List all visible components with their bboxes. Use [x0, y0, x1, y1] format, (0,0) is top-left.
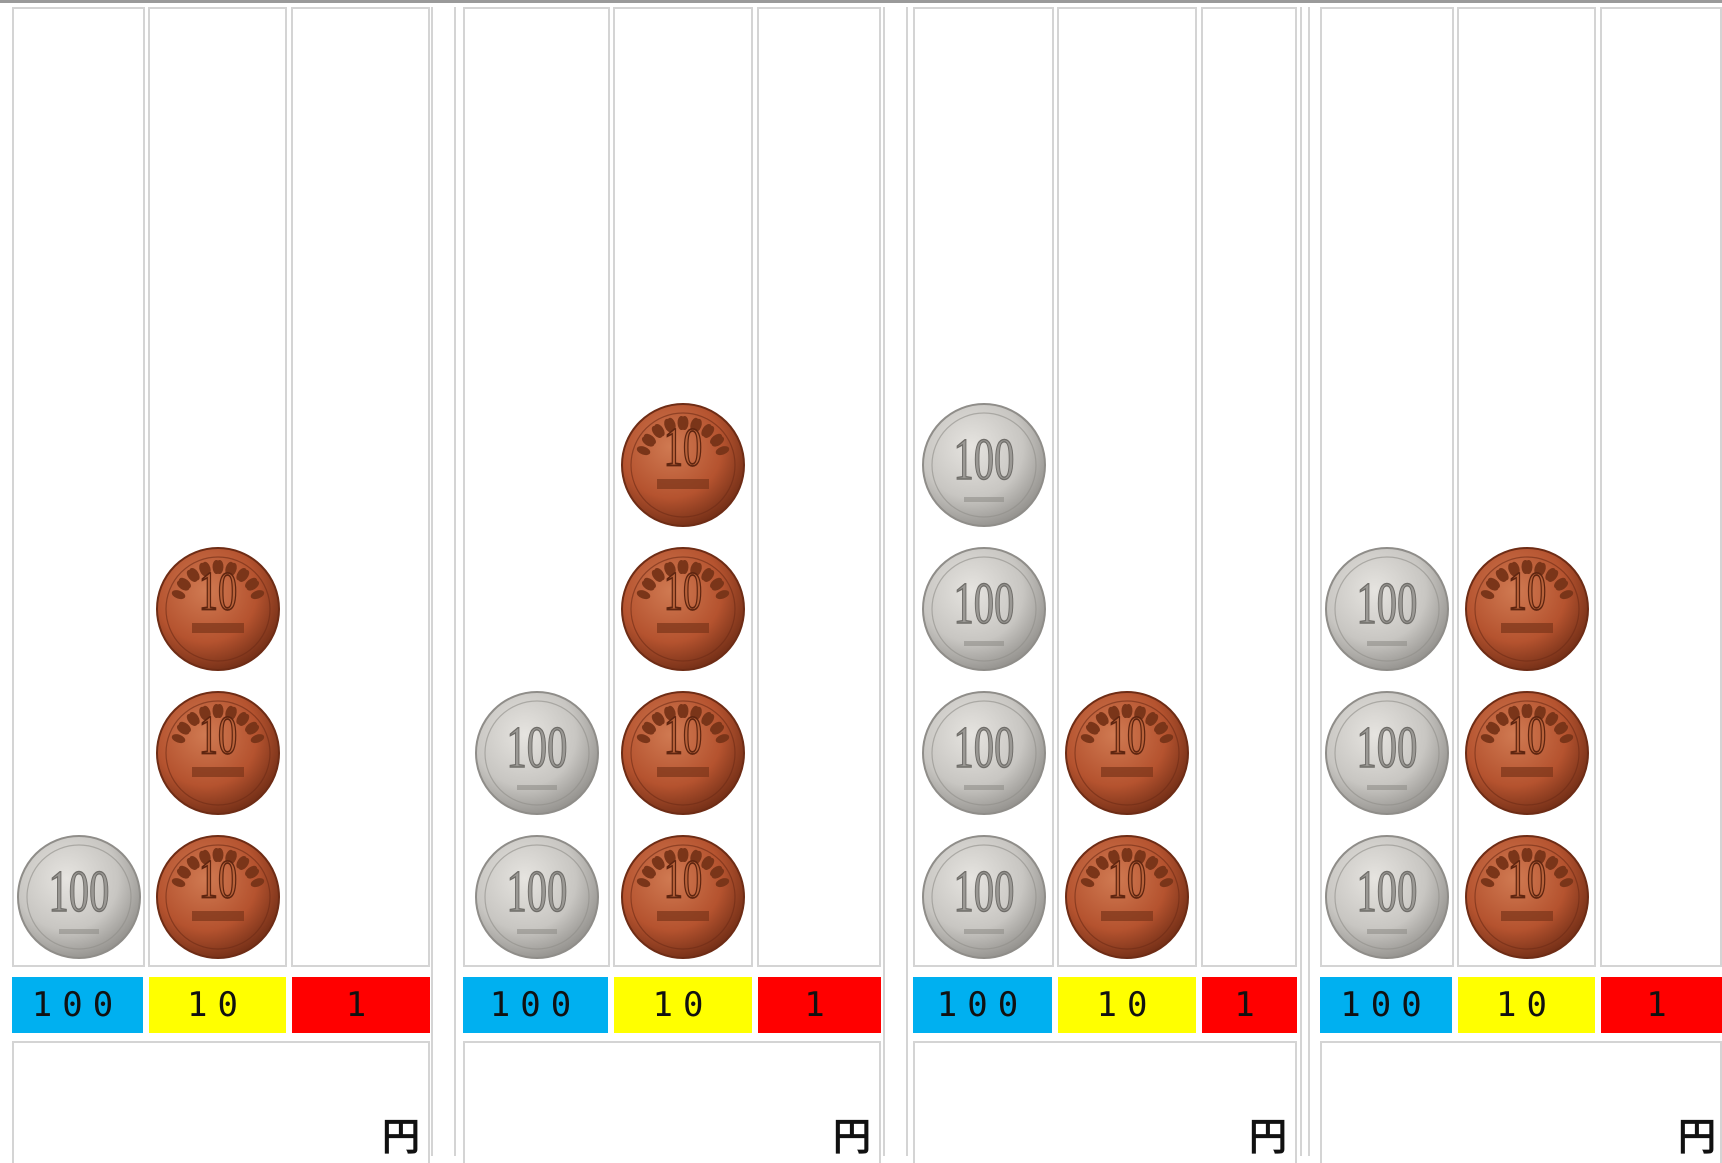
svg-text:100: 100 — [1357, 715, 1418, 782]
hundreds-label: 100 — [463, 977, 608, 1033]
hundred-yen-coin-icon: 100 — [474, 835, 599, 959]
tens-label: 10 — [1458, 977, 1595, 1033]
tens-column: 10 10 10 — [1457, 7, 1596, 967]
svg-text:10: 10 — [198, 562, 236, 622]
hundred-yen-coin-icon: 100 — [1325, 835, 1449, 959]
svg-text:10: 10 — [1507, 562, 1545, 622]
svg-text:100: 100 — [953, 715, 1014, 782]
yen-unit: 円 — [381, 1115, 420, 1159]
ten-yen-coin-icon: 10 — [621, 403, 745, 527]
svg-text:100: 100 — [1357, 859, 1418, 926]
panel-separator — [1300, 7, 1310, 1156]
ten-yen-coin-icon: 10 — [1464, 547, 1589, 671]
ten-yen-coin-icon: 10 — [155, 547, 280, 671]
answer-box[interactable]: 円 — [12, 1041, 430, 1163]
hundred-yen-coin-icon: 100 — [474, 691, 599, 815]
ones-label: 1 — [1202, 977, 1297, 1033]
svg-text:10: 10 — [1108, 850, 1146, 910]
hundreds-label: 100 — [913, 977, 1052, 1033]
ten-yen-coin-icon: 10 — [1464, 835, 1589, 959]
answer-box[interactable]: 円 — [463, 1041, 881, 1163]
ten-yen-coin-icon: 10 — [621, 691, 745, 815]
tens-column: 10 10 10 — [148, 7, 287, 967]
ones-column — [291, 7, 430, 967]
hundred-yen-coin-icon: 100 — [921, 547, 1046, 671]
svg-text:10: 10 — [1507, 706, 1545, 766]
hundreds-column: 100 — [12, 7, 145, 967]
tens-column: 10 10 10 10 — [613, 7, 753, 967]
hundreds-label: 100 — [12, 977, 143, 1033]
svg-text:100: 100 — [506, 859, 567, 926]
ones-label: 1 — [758, 977, 881, 1033]
hundred-yen-coin-icon: 100 — [1325, 691, 1449, 815]
ten-yen-coin-icon: 10 — [155, 835, 280, 959]
svg-text:10: 10 — [664, 706, 702, 766]
tens-column: 10 10 — [1057, 7, 1197, 967]
panel-separator — [431, 7, 456, 1156]
hundreds-column: 100 100 100 100 — [913, 7, 1054, 967]
ten-yen-coin-icon: 10 — [621, 547, 745, 671]
svg-text:100: 100 — [953, 427, 1014, 494]
svg-text:10: 10 — [198, 850, 236, 910]
ones-label: 1 — [1601, 977, 1722, 1033]
svg-text:100: 100 — [506, 715, 567, 782]
ones-label: 1 — [292, 977, 430, 1033]
answer-box[interactable]: 円 — [913, 1041, 1297, 1163]
ten-yen-coin-icon: 10 — [155, 691, 280, 815]
problem-panel-3: 100 100 100 100 10 10 100 10 1 円 — [913, 7, 1297, 1163]
hundreds-column: 100 100 100 — [1320, 7, 1454, 967]
hundred-yen-coin-icon: 100 — [16, 835, 141, 959]
ten-yen-coin-icon: 10 — [621, 835, 745, 959]
hundreds-column: 100 100 — [463, 7, 610, 967]
ones-column — [1201, 7, 1297, 967]
answer-box[interactable]: 円 — [1320, 1041, 1722, 1163]
hundred-yen-coin-icon: 100 — [921, 403, 1046, 527]
hundred-yen-coin-icon: 100 — [1325, 547, 1449, 671]
hundreds-label: 100 — [1320, 977, 1452, 1033]
ones-column — [757, 7, 881, 967]
tens-label: 10 — [1058, 977, 1196, 1033]
ten-yen-coin-icon: 10 — [1464, 691, 1589, 815]
tens-label: 10 — [149, 977, 286, 1033]
ten-yen-coin-icon: 10 — [1065, 835, 1189, 959]
svg-text:10: 10 — [1108, 706, 1146, 766]
svg-text:10: 10 — [664, 418, 702, 478]
svg-text:100: 100 — [953, 859, 1014, 926]
hundred-yen-coin-icon: 100 — [921, 835, 1046, 959]
svg-text:10: 10 — [1507, 850, 1545, 910]
ones-column — [1600, 7, 1722, 967]
yen-unit: 円 — [1677, 1115, 1716, 1159]
svg-text:100: 100 — [1357, 571, 1418, 638]
problem-panel-1: 100 10 10 10 100 10 1 円 — [12, 7, 430, 1163]
ten-yen-coin-icon: 10 — [1065, 691, 1189, 815]
hundred-yen-coin-icon: 100 — [921, 691, 1046, 815]
yen-unit: 円 — [832, 1115, 871, 1159]
problem-panel-4: 100 100 100 10 10 10 100 10 1 円 — [1320, 7, 1722, 1163]
svg-text:10: 10 — [198, 706, 236, 766]
svg-text:10: 10 — [664, 850, 702, 910]
yen-unit: 円 — [1248, 1115, 1287, 1159]
svg-text:100: 100 — [953, 571, 1014, 638]
panel-separator — [883, 7, 908, 1156]
svg-text:100: 100 — [48, 859, 109, 926]
svg-text:10: 10 — [664, 562, 702, 622]
tens-label: 10 — [614, 977, 752, 1033]
problem-panel-2: 100 100 10 10 10 10 100 10 1 円 — [463, 7, 881, 1163]
